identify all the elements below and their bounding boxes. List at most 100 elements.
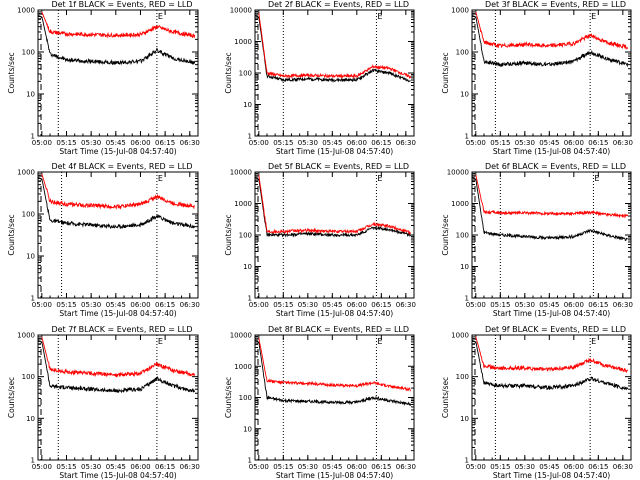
y-tick-label: 100	[239, 232, 252, 240]
y-axis-label: Counts/sec	[7, 377, 16, 418]
end-marker: E	[377, 337, 382, 346]
x-tick-label: 06:15	[588, 301, 608, 309]
start-marker: S	[254, 174, 259, 183]
y-tick-label: 100	[239, 394, 252, 402]
y-tick-label: 1000	[234, 363, 252, 371]
plot-frame	[254, 334, 415, 461]
events-series-line	[41, 341, 196, 394]
x-tick-label: 05:45	[539, 463, 559, 471]
y-tick-label: 100	[22, 373, 35, 381]
y-tick-label: 10	[243, 263, 252, 271]
x-tick-label: 05:15	[56, 301, 76, 309]
y-tick-label: 1	[465, 457, 469, 465]
chart-panel: Det 1f BLACK = Events, RED = LLD 1 10 100 10…	[7, 0, 200, 156]
start-marker: S	[254, 337, 259, 346]
chart-panel: Det 4f BLACK = Events, RED = LLD 1 10 100 10…	[7, 162, 200, 318]
x-tick-label: 05:30	[298, 139, 318, 147]
x-axis-label: Start Time (15-Jul-08 04:57:40)	[493, 147, 610, 156]
x-tick-label: 06:30	[396, 139, 416, 147]
x-tick-label: 05:30	[298, 301, 318, 309]
x-tick-label: 05:45	[322, 301, 342, 309]
x-tick-label: 06:15	[588, 139, 608, 147]
y-tick-label: 10000	[447, 169, 469, 177]
y-tick-label: 10	[460, 415, 469, 423]
x-tick-label: 06:00	[564, 139, 584, 147]
x-tick-label: 05:45	[322, 463, 342, 471]
start-marker: S	[37, 337, 42, 346]
x-tick-label: 06:15	[588, 463, 608, 471]
x-tick-label: 05:45	[106, 463, 126, 471]
y-tick-label: 1000	[234, 38, 252, 46]
x-axis-label: Start Time (15-Jul-08 04:57:40)	[59, 147, 176, 156]
chart-title: Det 1f BLACK = Events, RED = LLD	[51, 0, 192, 9]
plot-frame	[37, 171, 199, 299]
y-tick-label: 1	[465, 295, 469, 303]
x-tick-label: 05:30	[515, 139, 535, 147]
end-marker: E	[158, 174, 163, 183]
y-tick-label: 1	[248, 133, 252, 141]
y-tick-label: 10000	[230, 169, 252, 177]
events-series-line	[41, 178, 196, 230]
x-axis-label: Start Time (15-Jul-08 04:57:40)	[493, 309, 610, 318]
x-axis-label: Start Time (15-Jul-08 04:57:40)	[276, 309, 393, 318]
x-tick-label: 06:30	[613, 139, 633, 147]
y-tick-label: 10	[26, 91, 35, 99]
start-marker: S	[471, 174, 476, 183]
y-tick-label: 100	[456, 373, 469, 381]
y-tick-label: 1	[248, 457, 252, 465]
x-axis-label: Start Time (15-Jul-08 04:57:40)	[276, 147, 393, 156]
x-tick-label: 06:30	[180, 139, 200, 147]
chart-title: Det 3f BLACK = Events, RED = LLD	[485, 0, 626, 9]
x-tick-label: 05:15	[273, 301, 293, 309]
x-tick-label: 06:30	[613, 301, 633, 309]
x-tick-label: 06:30	[396, 463, 416, 471]
events-series-line	[258, 16, 411, 84]
events-series-line	[258, 178, 412, 238]
y-tick-label: 10	[26, 415, 35, 423]
y-tick-label: 1	[31, 457, 35, 465]
x-tick-label: 05:30	[81, 463, 101, 471]
chart-panel: Det 5f BLACK = Events, RED = LLD 1 10 100 10…	[224, 162, 416, 318]
x-tick-label: 05:30	[515, 463, 535, 471]
x-tick-label: 05:45	[106, 301, 126, 309]
y-axis-label: Counts/sec	[7, 214, 16, 255]
x-tick-label: 05:00	[32, 301, 52, 309]
y-axis-label: Counts/sec	[441, 52, 450, 93]
events-series-line	[258, 341, 412, 407]
x-tick-label: 06:00	[130, 463, 150, 471]
chart-title: Det 7f BLACK = Events, RED = LLD	[51, 325, 192, 334]
x-tick-label: 05:30	[298, 463, 318, 471]
y-axis-label: Counts/sec	[441, 377, 450, 418]
x-tick-label: 05:00	[32, 463, 52, 471]
x-tick-label: 05:45	[539, 139, 559, 147]
lld-series-line	[475, 11, 629, 51]
x-tick-label: 06:00	[347, 139, 367, 147]
chart-title: Det 2f BLACK = Events, RED = LLD	[268, 0, 409, 9]
y-tick-label: 100	[22, 49, 35, 57]
x-tick-label: 06:15	[155, 301, 175, 309]
y-tick-label: 10	[243, 101, 252, 109]
start-marker: S	[37, 12, 42, 21]
x-tick-label: 05:00	[249, 301, 269, 309]
y-tick-label: 1000	[451, 7, 469, 15]
y-tick-label: 10000	[230, 7, 252, 15]
end-marker: E	[591, 12, 596, 21]
y-tick-label: 1000	[451, 332, 469, 340]
chart-title: Det 6f BLACK = Events, RED = LLD	[485, 162, 626, 171]
x-tick-label: 06:00	[347, 463, 367, 471]
chart-title: Det 9f BLACK = Events, RED = LLD	[485, 325, 626, 334]
x-tick-label: 05:15	[273, 463, 293, 471]
chart-panel: Det 3f BLACK = Events, RED = LLD 1 10 100 10…	[441, 0, 633, 156]
x-tick-label: 05:45	[106, 139, 126, 147]
chart-panel: Det 8f BLACK = Events, RED = LLD 1 10 100 10…	[224, 325, 416, 480]
x-tick-label: 05:15	[490, 301, 510, 309]
x-tick-label: 05:00	[32, 139, 52, 147]
y-tick-label: 1000	[451, 200, 469, 208]
events-series-line	[41, 16, 196, 66]
x-tick-label: 05:30	[81, 139, 101, 147]
chart-title: Det 4f BLACK = Events, RED = LLD	[51, 162, 192, 171]
y-tick-label: 1	[31, 295, 35, 303]
y-tick-label: 10	[460, 263, 469, 271]
events-series-line	[475, 16, 629, 68]
